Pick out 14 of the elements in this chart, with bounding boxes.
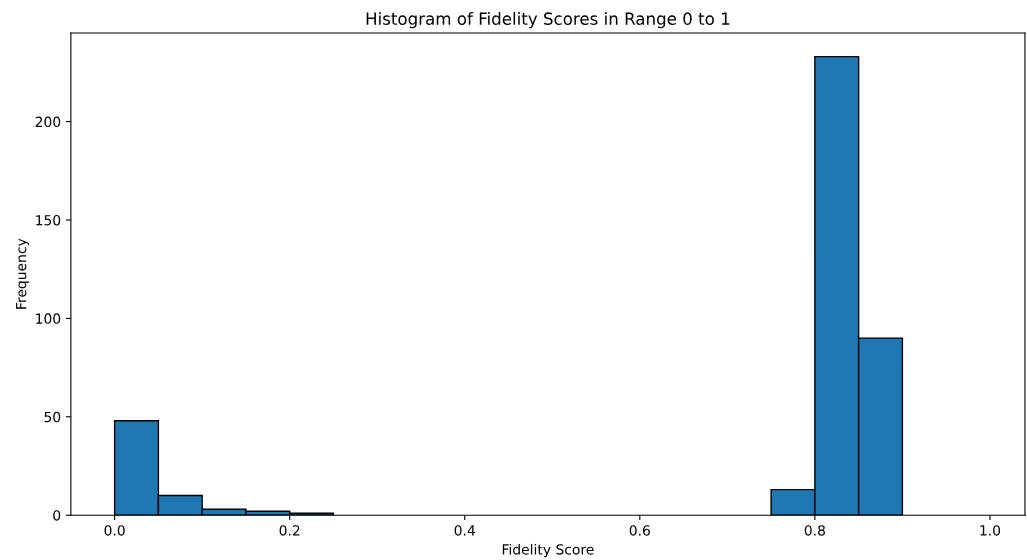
y-tick-label: 50 [44,411,61,423]
y-tick-label: 200 [35,116,61,128]
x-tick-label: 0.6 [629,525,650,536]
x-tick-label: 0.2 [279,525,300,536]
y-tick-label: 100 [36,313,61,324]
x-tick-label: 1.0 [980,525,1001,536]
x-tick-label: 0.4 [454,525,476,536]
y-tick-label: 0 [53,510,61,521]
x-axis-title: Fidelity Score [502,543,594,558]
chart-title: Histogram of Fidelity Scores in Range 0 to 1 [366,12,730,29]
x-tick-label: 0.0 [104,525,125,536]
y-tick-label: 150 [36,214,61,226]
x-tick-label: 0.8 [804,525,825,536]
y-axis-title: Frequency [16,238,30,309]
